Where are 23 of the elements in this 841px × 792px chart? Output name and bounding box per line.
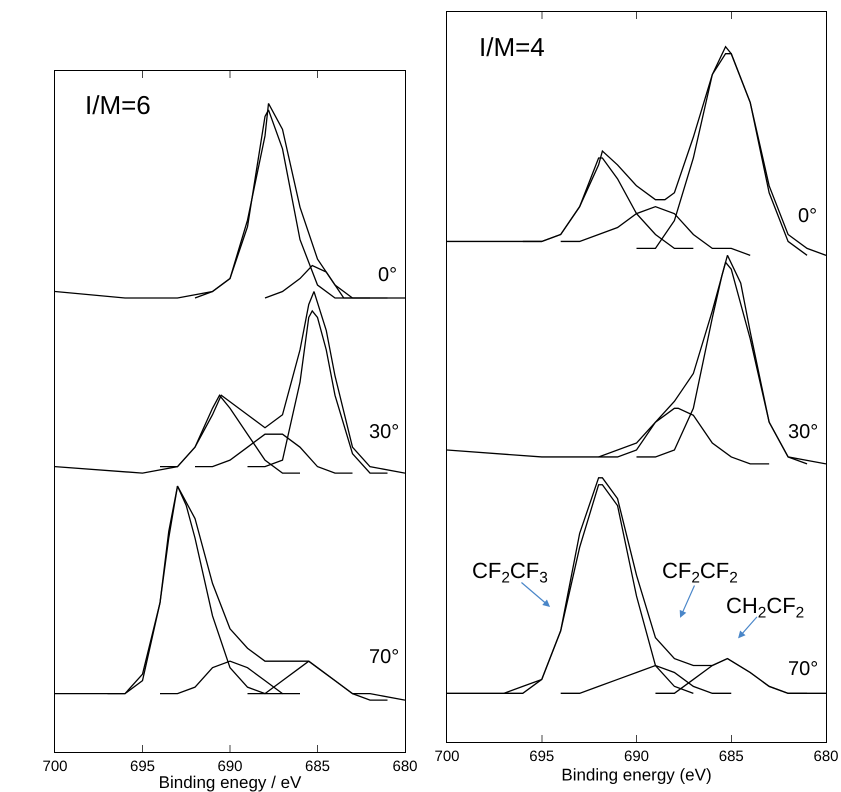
annotation: 30° (369, 421, 400, 443)
x-tick-label: 695 (529, 748, 554, 765)
x-tick-label: 700 (42, 758, 68, 775)
x-tick-label: 690 (624, 748, 650, 765)
x-axis-title: Binding energy (eV) (561, 765, 712, 784)
x-tick-label: 700 (434, 748, 460, 765)
x-tick-label: 685 (718, 748, 744, 765)
annotation: CH$_{2}$CF$_{2}$ (726, 593, 804, 622)
x-axis-title: Binding enegy / eV (158, 773, 302, 792)
annotation: 70° (369, 646, 400, 668)
annotation: CF$_{2}$CF$_{2}$ (662, 558, 738, 587)
chart-title: I/M=6 (85, 90, 151, 120)
x-tick-label: 680 (813, 748, 839, 765)
x-tick-label: 695 (130, 758, 156, 775)
annotation: 0° (798, 205, 818, 227)
annotation: CF$_{2}$CF$_{3}$ (472, 558, 548, 587)
annotation: 70° (788, 658, 818, 680)
annotation: 30° (788, 421, 818, 443)
chart-title: I/M=4 (479, 32, 545, 62)
x-tick-label: 680 (392, 758, 418, 775)
x-tick-label: 690 (217, 758, 243, 775)
x-tick-label: 685 (304, 758, 330, 775)
annotation: 0° (378, 264, 398, 286)
